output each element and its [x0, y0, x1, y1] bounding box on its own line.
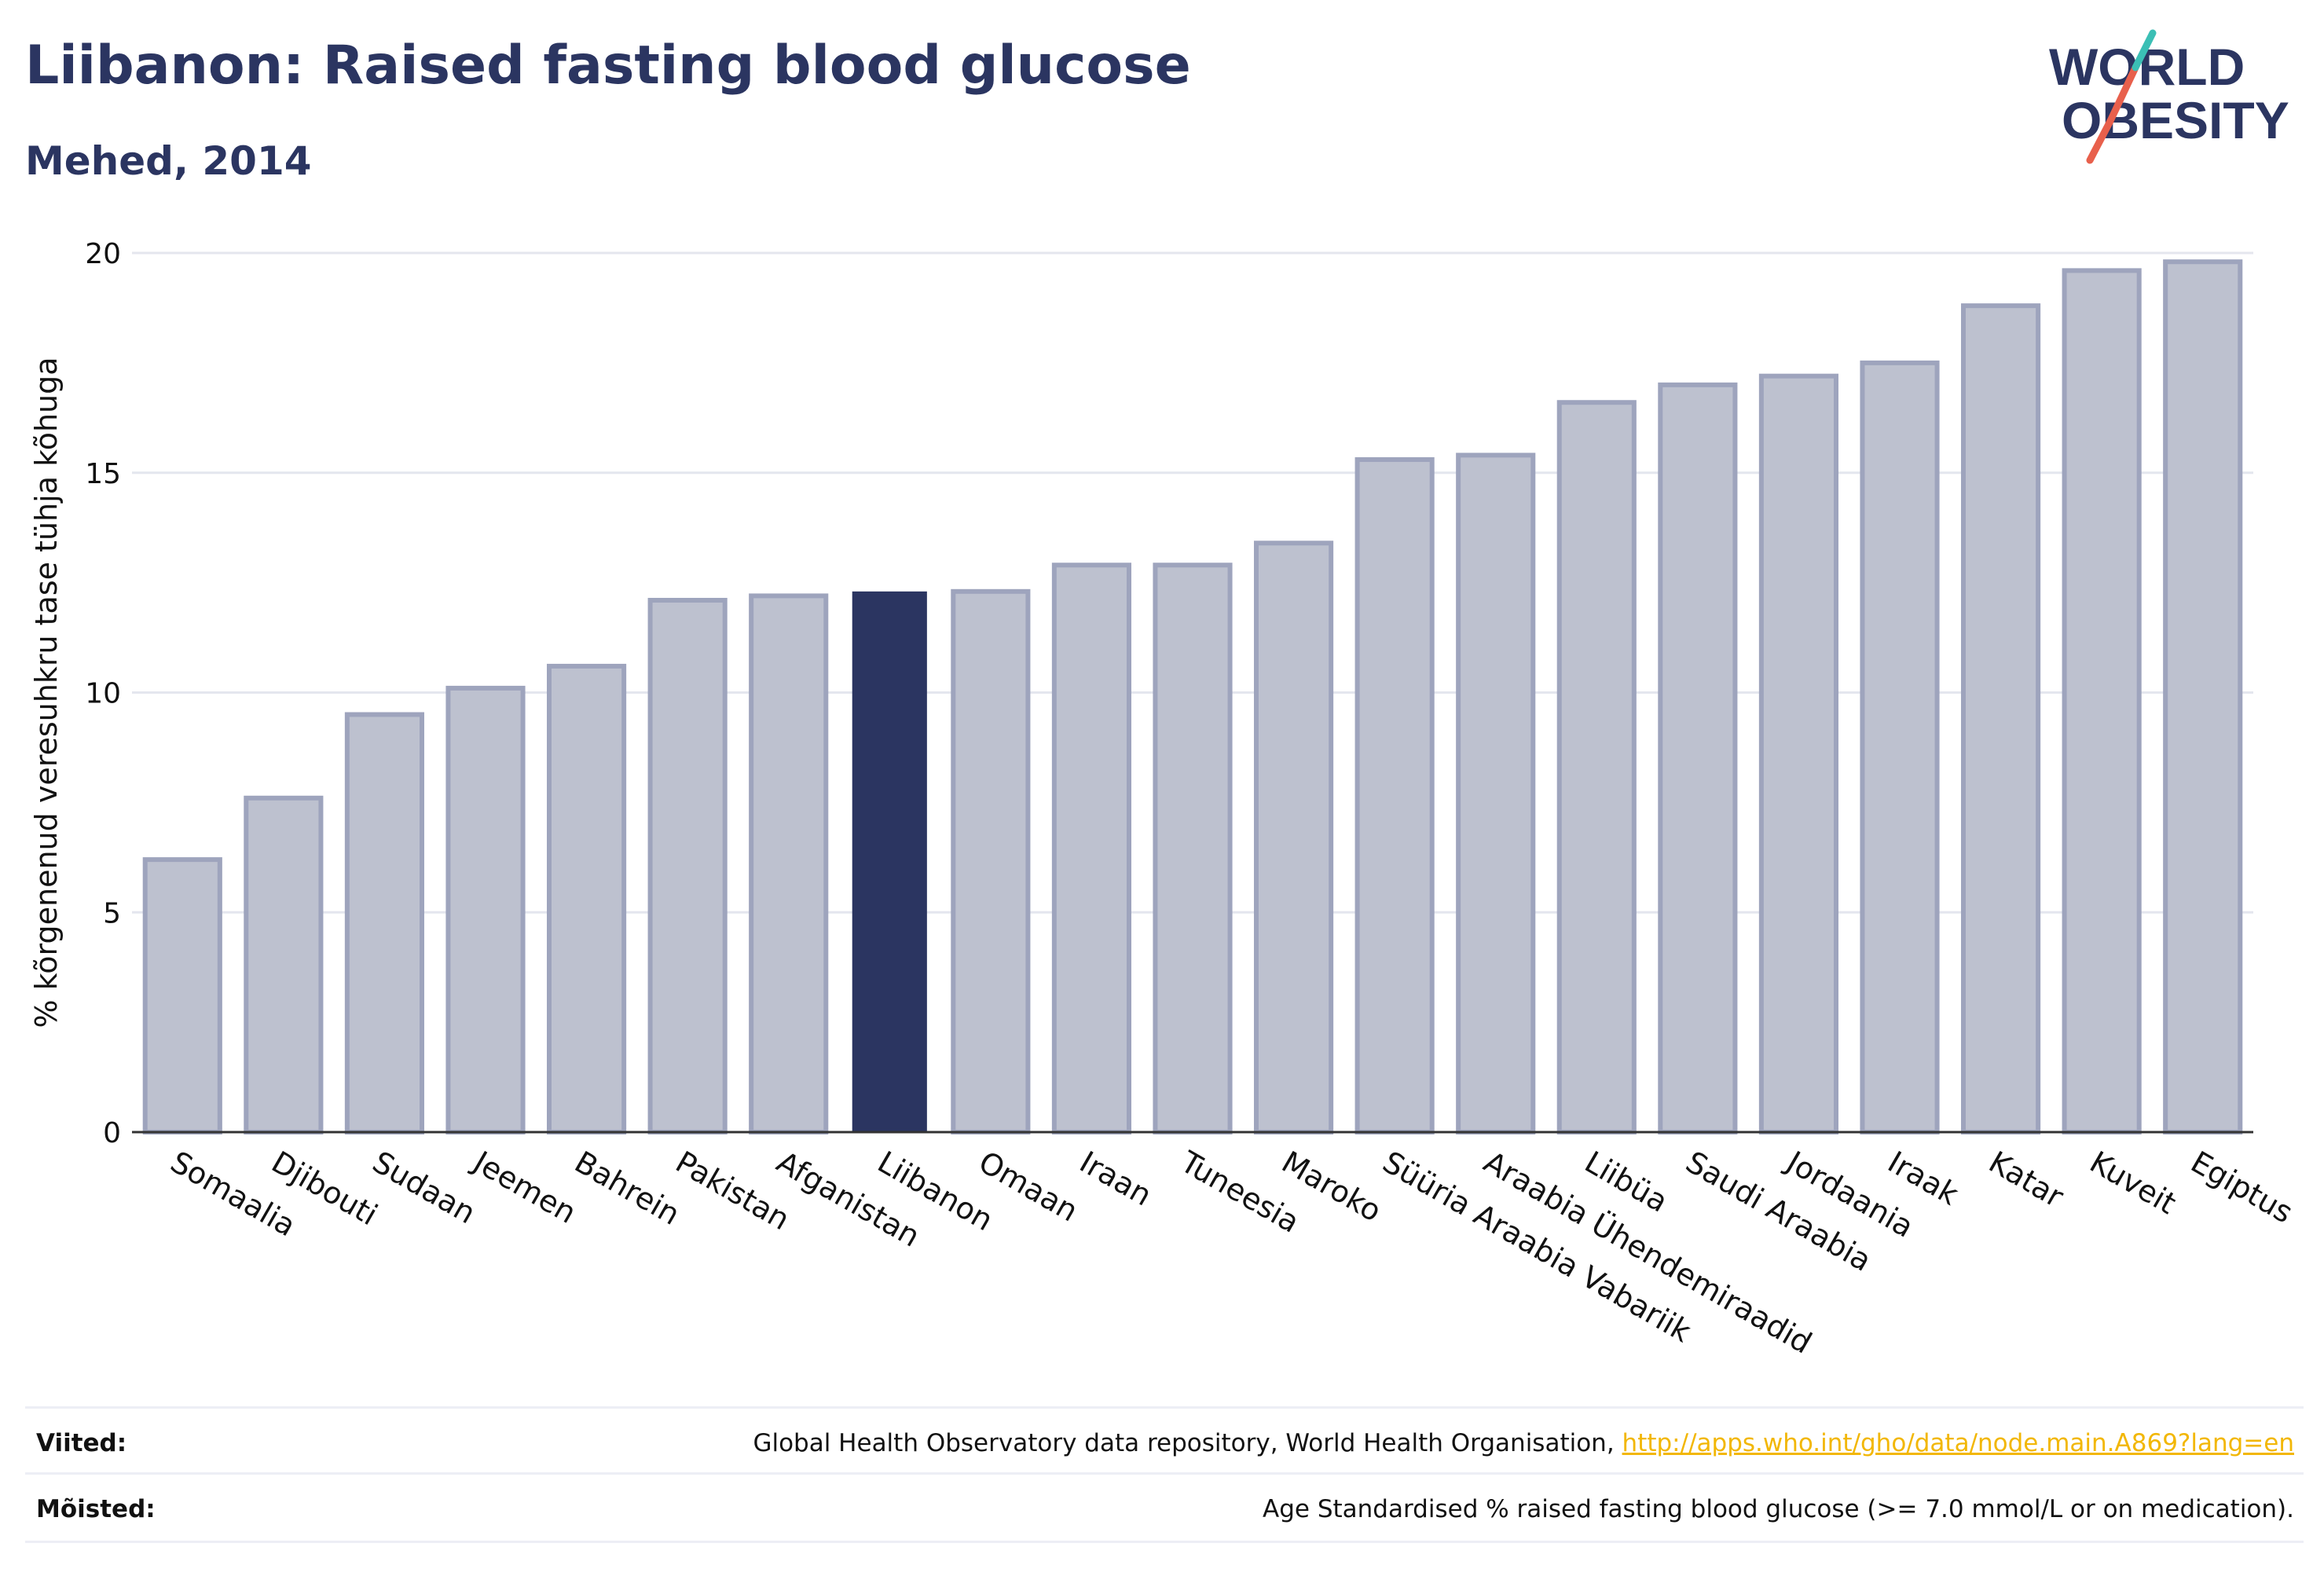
bar-kuveit	[2062, 268, 2142, 1134]
bar-liibüa	[1556, 400, 1637, 1134]
bar-bahrein	[547, 663, 627, 1134]
bar-afganistan	[749, 593, 829, 1134]
bar-jeemen	[445, 685, 526, 1134]
x-tick-label: Iraan	[1074, 1145, 1157, 1213]
x-tick-label: Kuveit	[2084, 1145, 2183, 1221]
sources-link[interactable]: http://apps.who.int/gho/data/node.main.A…	[1622, 1429, 2294, 1457]
x-tick-label: Jeemen	[467, 1144, 582, 1230]
bars	[142, 259, 2243, 1135]
bar-sudaan	[344, 712, 425, 1134]
bar-liibanon	[852, 591, 927, 1132]
y-axis-label: % kõrgenenud veresuhkru tase tühja kõhug…	[29, 357, 64, 1028]
chart-title: Liibanon: Raised fasting blood glucose	[25, 35, 1191, 97]
bar-jordaania	[1758, 373, 1839, 1135]
bar-araabia-ühendemiraadid	[1456, 453, 1536, 1134]
footer-definitions-row: Mõisted: Age Standardised % raised fasti…	[25, 1472, 2304, 1543]
x-tick-label: Egiptus	[2185, 1145, 2299, 1230]
sources-text: Global Health Observatory data repositor…	[753, 1429, 1622, 1457]
bar-iraan	[1051, 563, 1132, 1134]
bar-pakistan	[647, 598, 728, 1134]
definitions-label: Mõisted:	[36, 1495, 156, 1523]
bar-egiptus	[2163, 259, 2243, 1135]
bar-omaan	[951, 588, 1031, 1134]
x-tick-label: Pakistan	[670, 1145, 796, 1237]
bar-süüria-araabia-vabariik	[1354, 456, 1435, 1134]
bar-chart: 0 5 10 15 20 SomaaliaDjiboutiSudaanJeemenBah…	[29, 238, 2299, 1361]
sources-value: Global Health Observatory data repositor…	[753, 1429, 2294, 1457]
world-obesity-logo: WORLD OBESITY	[2049, 29, 2289, 164]
bar-somaalia	[142, 857, 222, 1134]
x-tick-label: Sudaan	[367, 1145, 482, 1231]
y-tick-label: 20	[85, 238, 121, 270]
bar-djibouti	[244, 795, 324, 1135]
bar-katar	[1961, 303, 2041, 1134]
bar-tuneesia	[1153, 563, 1233, 1134]
x-tick-label: Bahrein	[569, 1145, 686, 1232]
y-axis-ticks: 0 5 10 15 20	[85, 238, 121, 1149]
bar-maroko	[1254, 541, 1334, 1134]
bar-saudi-araabia	[1658, 382, 1738, 1135]
chart-subtitle: Mehed, 2014	[25, 138, 312, 184]
definitions-value: Age Standardised % raised fasting blood …	[1263, 1495, 2294, 1523]
y-tick-label: 15	[85, 458, 121, 490]
bar-iraak	[1860, 360, 1940, 1134]
x-axis-ticks: SomaaliaDjiboutiSudaanJeemenBahreinPakis…	[165, 1144, 2299, 1361]
y-tick-label: 0	[103, 1117, 121, 1149]
y-tick-label: 5	[103, 897, 121, 929]
sources-label: Viited:	[36, 1429, 127, 1457]
footer-sources-row: Viited: Global Health Observatory data r…	[25, 1406, 2304, 1475]
x-tick-label: Katar	[1983, 1145, 2069, 1215]
y-tick-label: 10	[85, 678, 121, 710]
